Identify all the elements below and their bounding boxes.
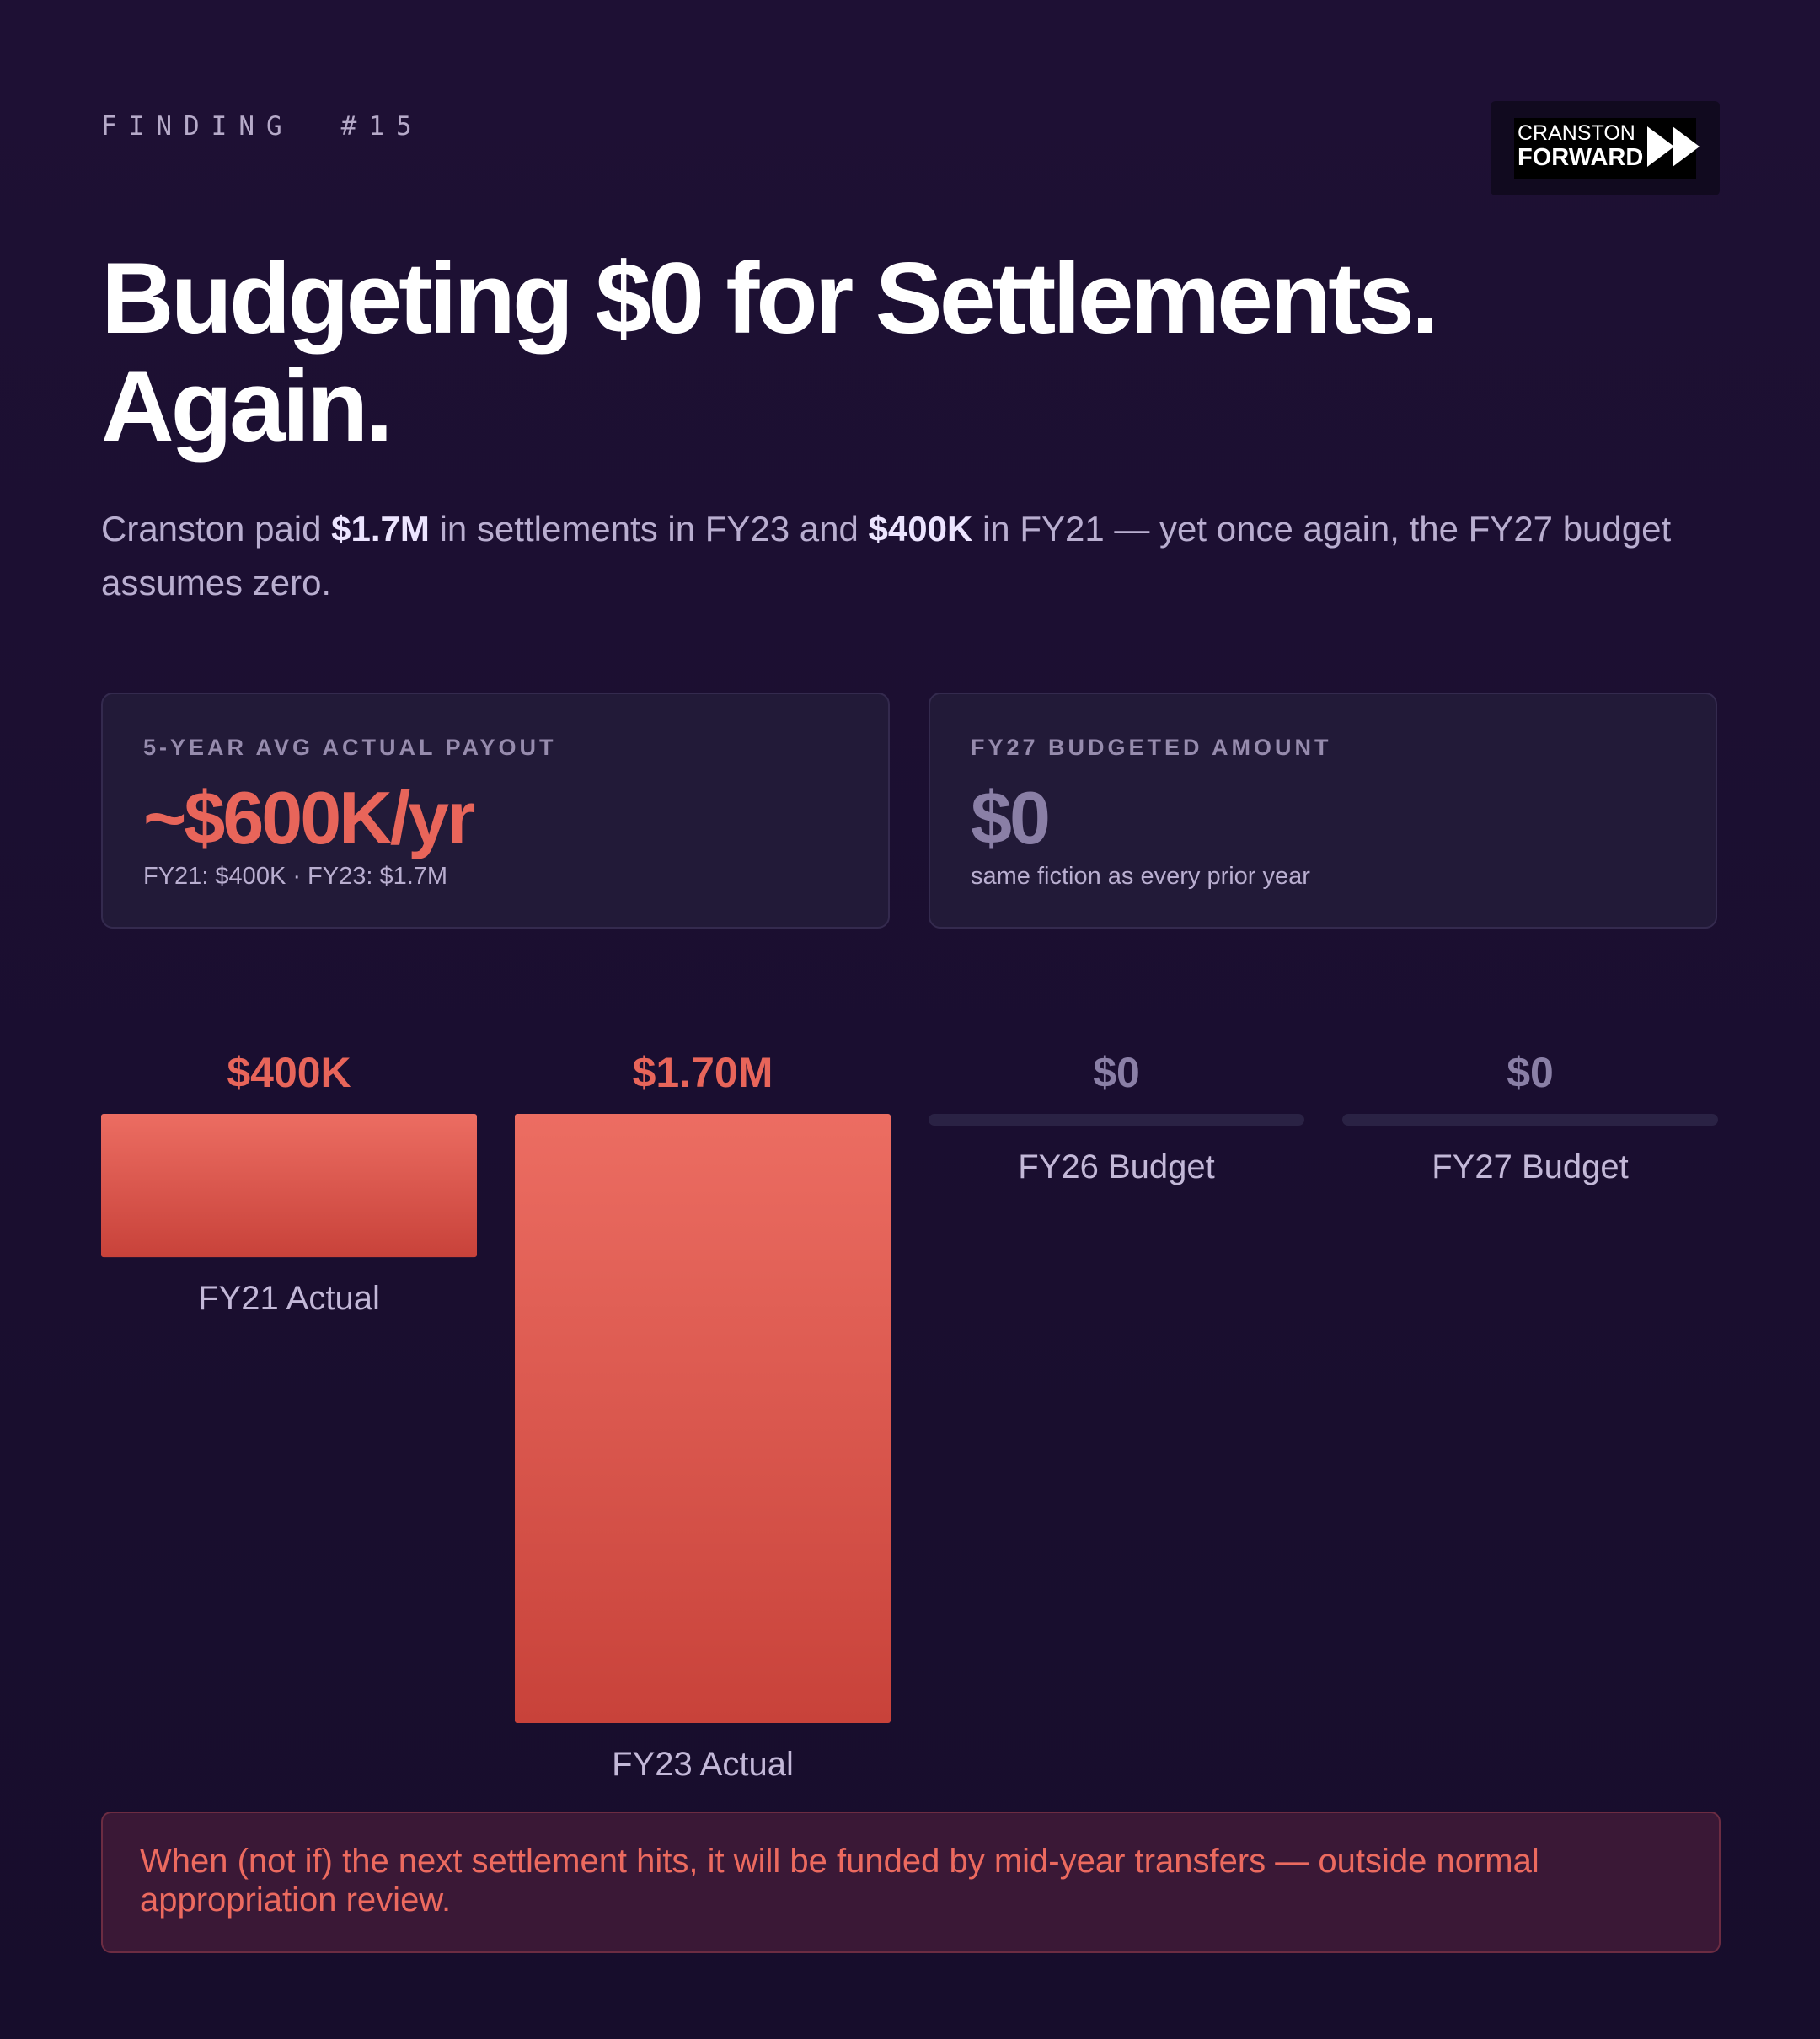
subtitle-text-3: in FY21 — yet once again, the FY27 budge… [101,509,1672,602]
subtitle-text-2: in settlements in FY23 and [429,509,869,549]
cranston-forward-logo: CRANSTON FORWARD [1491,101,1720,195]
bar [101,1114,477,1258]
bar [515,1114,891,1723]
category-label: FY26 Budget [1018,1148,1215,1185]
card-note: FY21: $400K · FY23: $1.7M [143,863,448,890]
subtitle-text-1: Cranston paid [101,509,332,549]
eyebrow-label: FINDING [101,111,294,142]
subtitle-amount-fy21: $400K [868,509,973,549]
callout-text: When (not if) the next settlement hits, … [140,1843,1539,1919]
logo-line-1: CRANSTON [1518,121,1635,145]
subtitle: Cranston paid $1.7M in settlements in FY… [101,502,1702,610]
bar-value-label: $0 [1093,1049,1140,1096]
title-line-2: Again. [101,350,393,463]
fast-forward-icon [1647,126,1700,167]
warning-callout: When (not if) the next settlement hits, … [101,1812,1721,1953]
category-label: FY23 Actual [612,1746,794,1783]
subtitle-amount-fy23: $1.7M [331,509,430,549]
bar [929,1114,1304,1126]
category-label: FY21 Actual [198,1280,380,1317]
card-label: 5-YEAR AVG ACTUAL PAYOUT [143,735,557,760]
avg-payout-card: 5-YEAR AVG ACTUAL PAYOUT ~$600K/yr FY21:… [101,693,890,929]
bar-value-label: $0 [1507,1049,1554,1096]
bar [1342,1114,1718,1126]
title-line-1: Budgeting $0 for Settlements. [101,242,1439,355]
card-note: same fiction as every prior year [971,863,1310,890]
finding-number: #15 [340,111,424,142]
category-label: FY27 Budget [1432,1148,1629,1185]
logo-plate: CRANSTON FORWARD [1514,118,1696,179]
budgeted-amount-card: FY27 BUDGETED AMOUNT $0 same fiction as … [929,693,1717,929]
settlement-bar-chart: $400K FY21 Actual $1.70M FY23 Actual $0 FY26 … [101,1049,1718,1783]
finding-eyebrow: FINDING #15 [101,111,424,142]
card-value: $0 [971,776,1051,859]
logo-line-2: FORWARD [1518,144,1644,171]
bar-value-label: $1.70M [633,1049,774,1096]
bar-value-label: $400K [227,1049,351,1096]
page-title: Budgeting $0 for Settlements. Again. [101,244,1702,460]
card-value: ~$600K/yr [143,776,475,859]
card-label: FY27 BUDGETED AMOUNT [971,735,1332,760]
